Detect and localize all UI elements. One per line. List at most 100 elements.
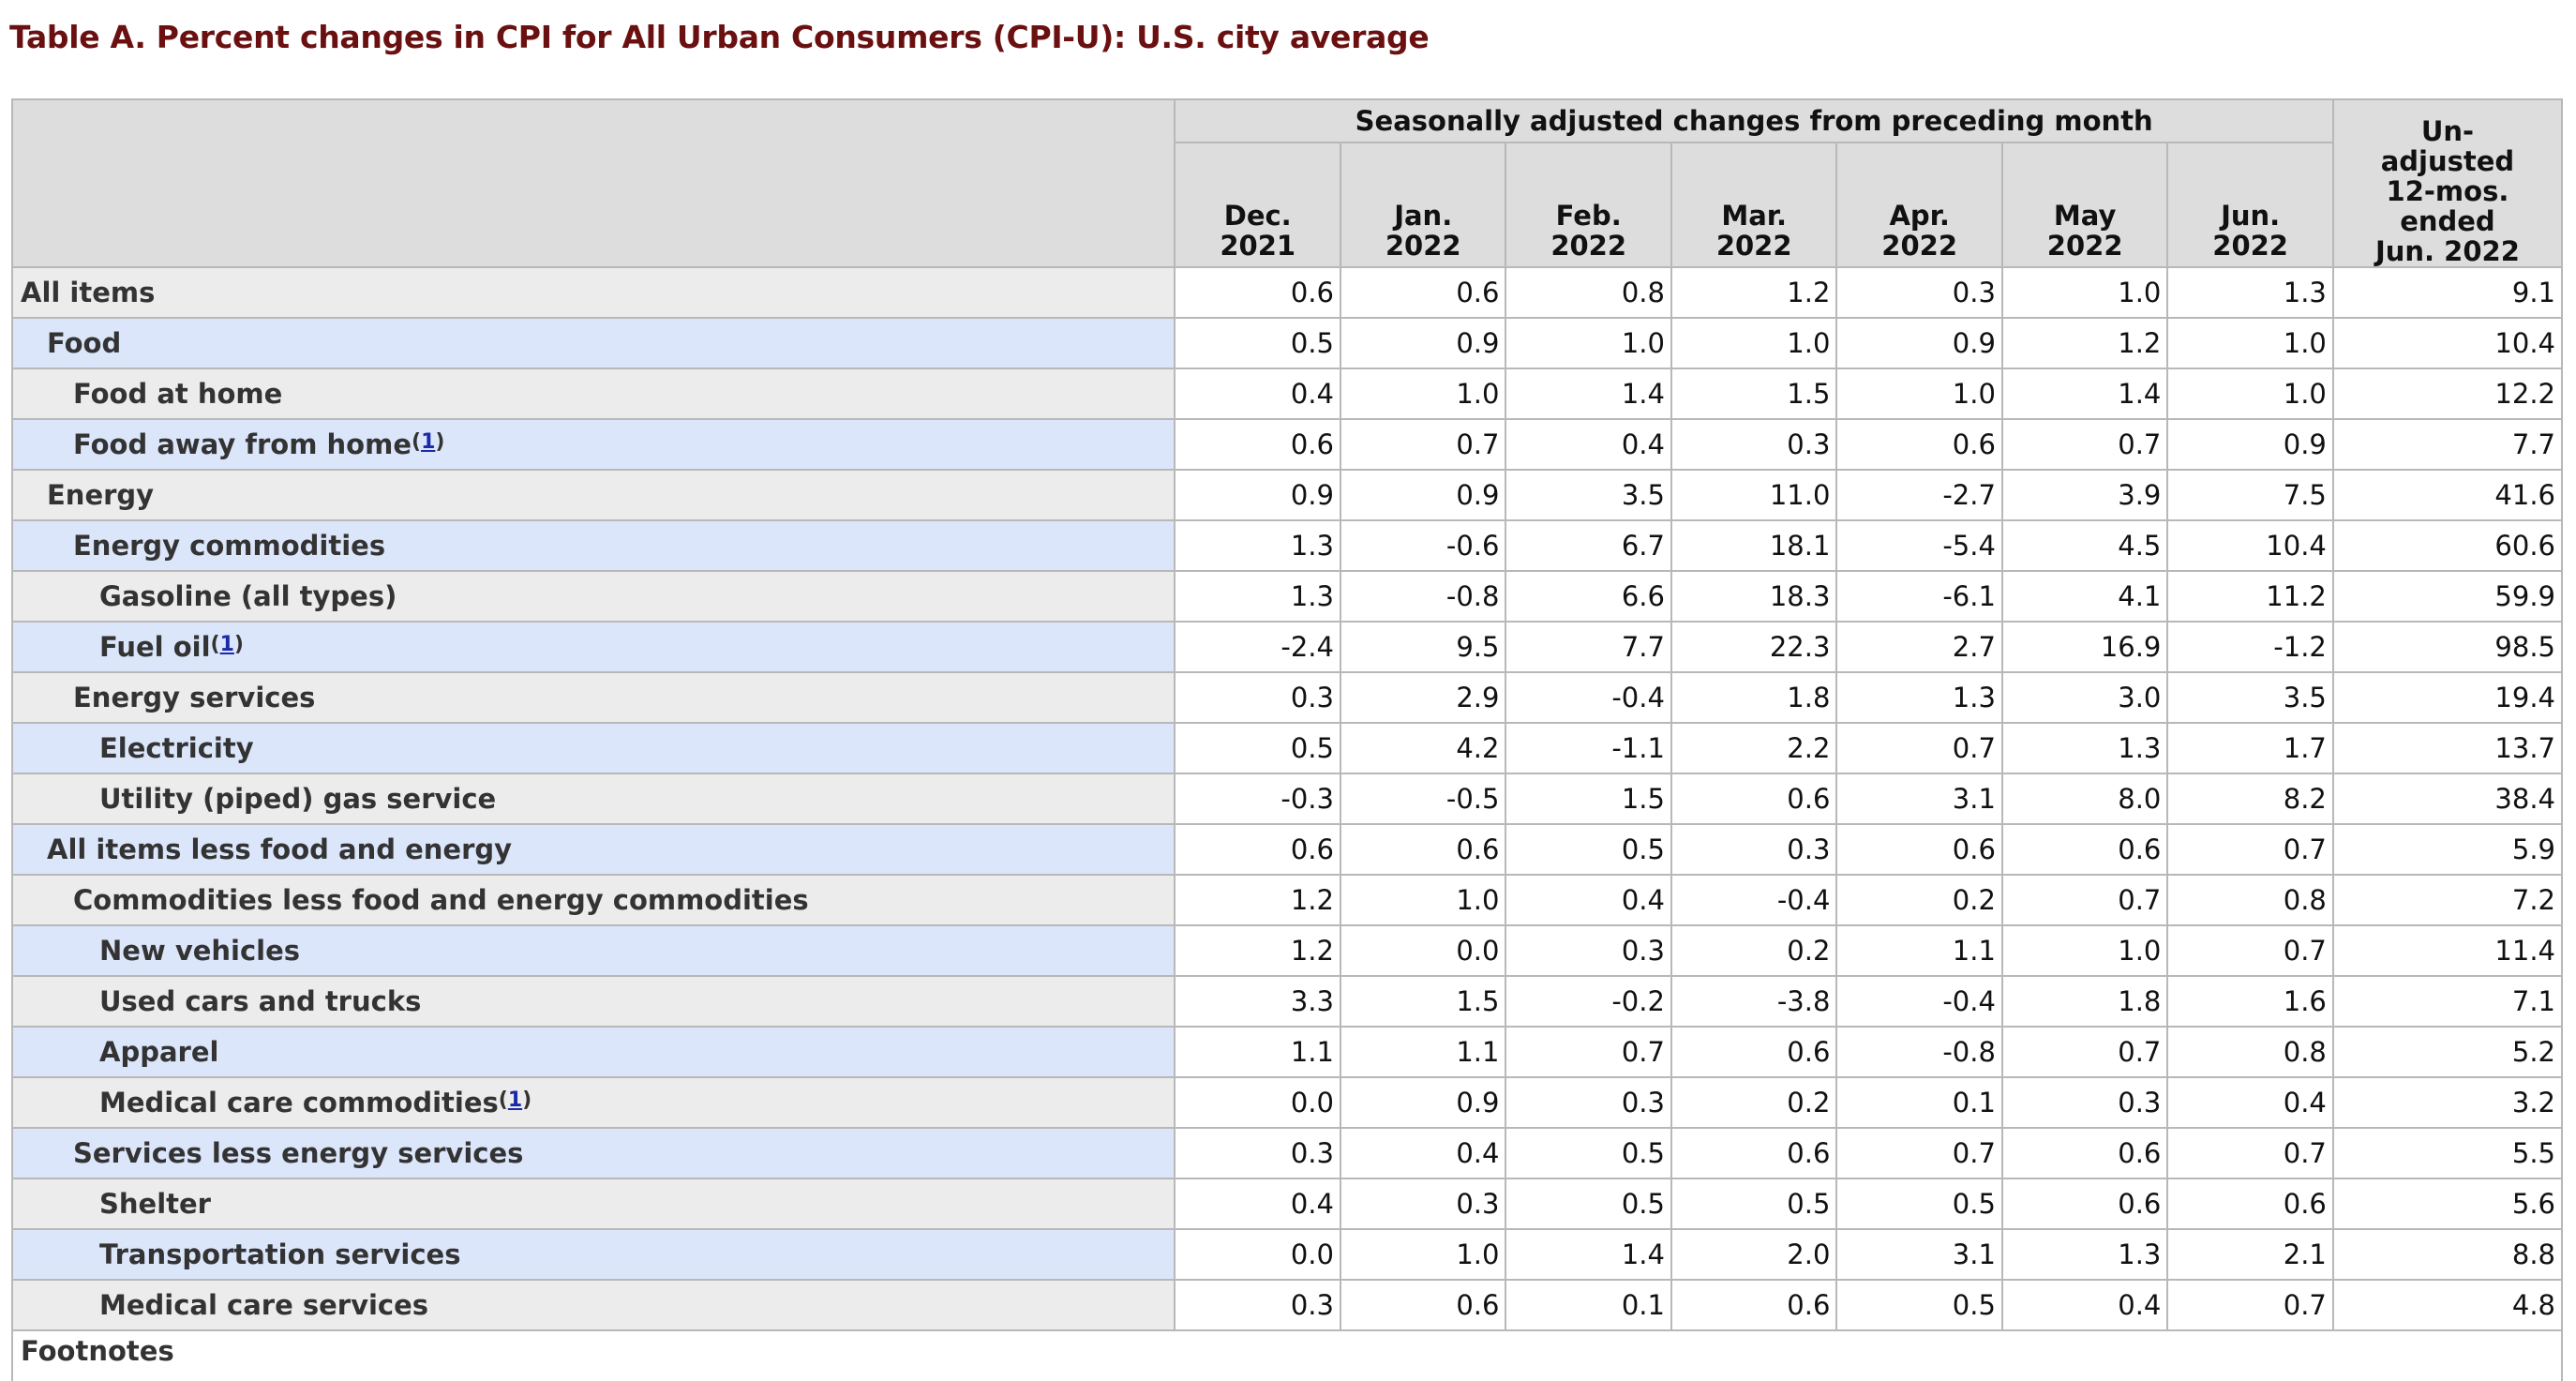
monthly-value-cell: 0.4 (2000, 1279, 2169, 1331)
footnote-link[interactable]: 1 (421, 430, 436, 454)
monthly-value-cell: 3.1 (1835, 773, 2003, 825)
monthly-value-cell: 0.9 (1835, 317, 2003, 369)
monthly-value-cell: 0.6 (1835, 418, 2003, 471)
monthly-value-cell: 1.2 (1670, 266, 1838, 319)
table-row: Apparel 1.1 1.1 0.7 0.6 -0.8 0.7 0.8 5.2 (10, 1026, 2564, 1078)
header-unadjusted-line: Jun. 2022 (2374, 235, 2520, 267)
monthly-value-cell: 1.3 (1174, 519, 1341, 572)
monthly-value-cell: 0.6 (2000, 823, 2169, 876)
header-month-name: Jun. (2221, 200, 2281, 232)
unadjusted-value-cell: 4.8 (2331, 1279, 2564, 1331)
table-row: Services less energy services 0.3 0.4 0.5 0.… (10, 1127, 2564, 1179)
monthly-value-cell: 0.8 (2166, 874, 2334, 926)
monthly-value-cell: 0.6 (2000, 1127, 2169, 1179)
table-body: All items 0.6 0.6 0.8 1.2 0.3 1.0 1.3 9.1 Food 0.5… (10, 266, 2564, 1381)
row-label-cell: All items (10, 266, 1176, 319)
monthly-value-cell: 0.6 (1670, 1026, 1838, 1078)
monthly-value-cell: 0.0 (1174, 1228, 1341, 1281)
unadjusted-value-cell: 11.4 (2331, 924, 2564, 977)
monthly-value-cell: 6.7 (1505, 519, 1672, 572)
monthly-value-cell: 0.7 (2000, 874, 2169, 926)
monthly-value-cell: 1.3 (2166, 266, 2334, 319)
unadjusted-value-cell: 38.4 (2331, 773, 2564, 825)
monthly-value-cell: -0.5 (1339, 773, 1507, 825)
table-title: Table A. Percent changes in CPI for All … (9, 19, 1430, 55)
monthly-value-cell: 1.5 (1505, 773, 1672, 825)
row-label: Used cars and trucks (99, 985, 422, 1017)
unadjusted-value-cell: 5.5 (2331, 1127, 2564, 1179)
footnote-link[interactable]: 1 (507, 1088, 523, 1112)
monthly-value-cell: 0.9 (2166, 418, 2334, 471)
monthly-value-cell: 6.6 (1505, 570, 1672, 623)
table-header: Seasonally adjusted changes from precedi… (10, 98, 2564, 268)
unadjusted-value-cell: 59.9 (2331, 570, 2564, 623)
monthly-value-cell: 1.4 (2000, 368, 2169, 420)
monthly-value-cell: 0.3 (1505, 1076, 1672, 1129)
row-label: All items (21, 277, 156, 308)
monthly-value-cell: 1.3 (2000, 1228, 2169, 1281)
monthly-value-cell: -1.1 (1505, 722, 1672, 774)
monthly-value-cell: 2.2 (1670, 722, 1838, 774)
header-month: Apr. 2022 (1835, 142, 2003, 268)
monthly-value-cell: 2.7 (1835, 621, 2003, 673)
header-month: Jun. 2022 (2166, 142, 2334, 268)
monthly-value-cell: 0.4 (2166, 1076, 2334, 1129)
table-row: New vehicles 1.2 0.0 0.3 0.2 1.1 1.0 0.7 11.4 (10, 924, 2564, 977)
monthly-value-cell: 1.5 (1670, 368, 1838, 420)
header-unadjusted-line: Un- (2420, 115, 2475, 147)
row-label-cell: Used cars and trucks (10, 975, 1176, 1028)
monthly-value-cell: 0.4 (1505, 874, 1672, 926)
monthly-value-cell: 1.3 (2000, 722, 2169, 774)
monthly-value-cell: 0.2 (1670, 1076, 1838, 1129)
row-label: Fuel oil (99, 631, 211, 663)
monthly-value-cell: 1.0 (2166, 368, 2334, 420)
row-label: Transportation services (99, 1238, 461, 1270)
header-group-label: Seasonally adjusted changes from precedi… (1174, 98, 2334, 143)
monthly-value-cell: 1.0 (2000, 924, 2169, 977)
monthly-value-cell: 1.0 (2166, 317, 2334, 369)
row-label: Electricity (99, 732, 254, 764)
row-label: Medical care commodities (99, 1087, 499, 1118)
monthly-value-cell: -0.4 (1670, 874, 1838, 926)
monthly-value-cell: 0.7 (2166, 823, 2334, 876)
monthly-value-cell: 9.5 (1339, 621, 1507, 673)
monthly-value-cell: 7.5 (2166, 469, 2334, 521)
monthly-value-cell: 0.6 (2000, 1178, 2169, 1230)
header-month-year: 2022 (1881, 230, 1958, 262)
table-row: Medical care commodities(1) 0.0 0.9 0.3 0.2 0… (10, 1076, 2564, 1129)
monthly-value-cell: 1.0 (2000, 266, 2169, 319)
monthly-value-cell: 3.5 (2166, 671, 2334, 724)
unadjusted-value-cell: 7.7 (2331, 418, 2564, 471)
monthly-value-cell: 4.2 (1339, 722, 1507, 774)
monthly-value-cell: -3.8 (1670, 975, 1838, 1028)
table-row: Fuel oil(1) -2.4 9.5 7.7 22.3 2.7 16.9 -1.2 98.5 (10, 621, 2564, 673)
monthly-value-cell: 0.3 (1174, 671, 1341, 724)
monthly-value-cell: 3.9 (2000, 469, 2169, 521)
monthly-value-cell: 3.5 (1505, 469, 1672, 521)
header-month-year: 2022 (1385, 230, 1461, 262)
row-label-cell: Medical care commodities(1) (10, 1076, 1176, 1129)
monthly-value-cell: -2.4 (1174, 621, 1341, 673)
unadjusted-value-cell: 12.2 (2331, 368, 2564, 420)
row-label: Utility (piped) gas service (99, 783, 497, 815)
footnotes-row: Footnotes (11, 1329, 2563, 1381)
monthly-value-cell: 4.5 (2000, 519, 2169, 572)
monthly-value-cell: -0.8 (1339, 570, 1507, 623)
monthly-value-cell: 0.8 (1505, 266, 1672, 319)
monthly-value-cell: 1.0 (1670, 317, 1838, 369)
row-label-cell: Food (10, 317, 1176, 369)
footnote-link[interactable]: 1 (219, 633, 234, 656)
row-label-cell: Commodities less food and energy commodi… (10, 874, 1176, 926)
header-unadjusted-line: 12-mos. (2386, 175, 2509, 207)
monthly-value-cell: 0.3 (1505, 924, 1672, 977)
monthly-value-cell: 1.0 (1339, 368, 1507, 420)
monthly-value-cell: 1.0 (1505, 317, 1672, 369)
row-label-cell: Energy commodities (10, 519, 1176, 572)
monthly-value-cell: 0.6 (1174, 418, 1341, 471)
row-label: Commodities less food and energy commodi… (73, 884, 809, 916)
monthly-value-cell: -0.2 (1505, 975, 1672, 1028)
header-month-name: Feb. (1555, 200, 1622, 232)
row-label-cell: Services less energy services (10, 1127, 1176, 1179)
row-label-cell: Energy services (10, 671, 1176, 724)
monthly-value-cell: 1.0 (1339, 874, 1507, 926)
